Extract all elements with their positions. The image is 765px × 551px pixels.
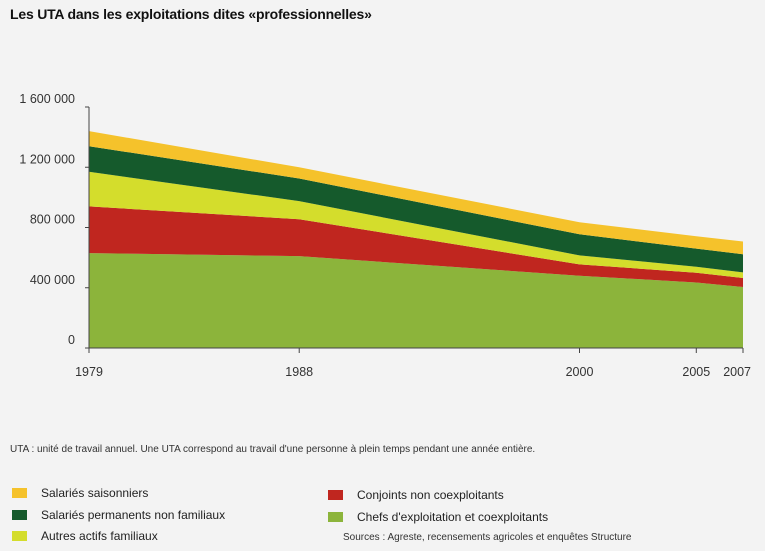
area-layers bbox=[89, 131, 743, 348]
axes: 0 400 000 800 000 1 200 000 1 600 000 1979 198… bbox=[19, 92, 751, 379]
y-tick-label: 800 000 bbox=[30, 213, 75, 227]
area-series-4 bbox=[89, 131, 743, 255]
legend-item-chefs: Chefs d'exploitation et coexploitants bbox=[328, 510, 548, 524]
legend-swatch bbox=[12, 531, 27, 541]
y-tick-label: 1 600 000 bbox=[19, 92, 75, 106]
x-tick-label: 1979 bbox=[75, 365, 103, 379]
source-note: Sources : Agreste, recensements agricole… bbox=[343, 532, 632, 543]
legend-item-autres-actifs: Autres actifs familiaux bbox=[12, 529, 158, 543]
uta-definition-note: UTA : unité de travail annuel. Une UTA c… bbox=[10, 444, 536, 455]
x-tick-label: 2005 bbox=[682, 365, 710, 379]
area-series-3 bbox=[89, 146, 743, 273]
legend-item-salaries-permanents: Salariés permanents non familiaux bbox=[12, 508, 225, 522]
stacked-area-chart: 0 400 000 800 000 1 200 000 1 600 000 1979 198… bbox=[19, 92, 751, 379]
legend-swatch bbox=[12, 488, 27, 498]
x-tick-label: 2007 bbox=[723, 365, 751, 379]
legend-label: Salariés saisonniers bbox=[41, 486, 149, 500]
legend-label: Chefs d'exploitation et coexploitants bbox=[357, 510, 549, 524]
legend-label: Autres actifs familiaux bbox=[41, 529, 158, 543]
y-tick-label: 400 000 bbox=[30, 273, 75, 287]
legend-swatch bbox=[12, 510, 27, 520]
chart-title: Les UTA dans les exploitations dites «pr… bbox=[10, 6, 372, 22]
y-tick-label: 1 200 000 bbox=[19, 152, 75, 166]
area-series-2 bbox=[89, 171, 743, 278]
legend-item-conjoints: Conjoints non coexploitants bbox=[328, 488, 504, 502]
legend-swatch bbox=[328, 512, 343, 522]
area-series-1 bbox=[89, 206, 743, 287]
x-tick-label: 2000 bbox=[566, 365, 594, 379]
area-series-0 bbox=[89, 253, 743, 348]
legend-label: Salariés permanents non familiaux bbox=[41, 508, 226, 522]
legend-label: Conjoints non coexploitants bbox=[357, 488, 504, 502]
legend-swatch bbox=[328, 490, 343, 500]
y-tick-label: 0 bbox=[68, 333, 75, 347]
x-tick-label: 1988 bbox=[285, 365, 313, 379]
legend-item-salaries-saisonniers: Salariés saisonniers bbox=[12, 486, 148, 500]
